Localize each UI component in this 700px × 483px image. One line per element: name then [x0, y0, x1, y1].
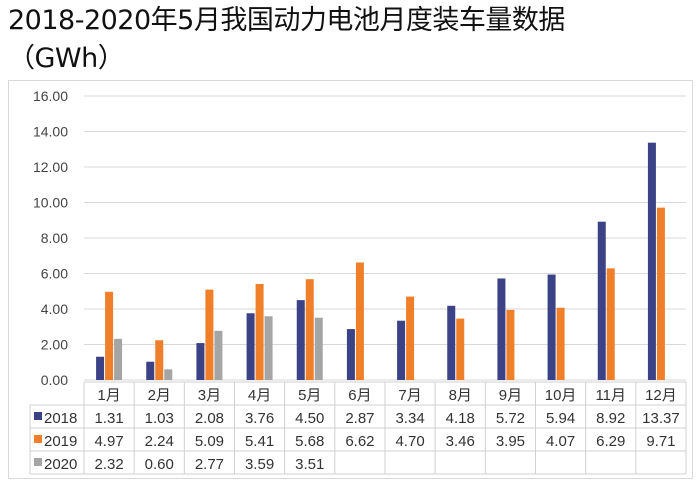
data-label: 2.32 — [94, 456, 123, 473]
bar-2018-3月 — [196, 343, 205, 380]
bar-2018-11月 — [597, 221, 606, 380]
bar-2018-7月 — [397, 320, 406, 380]
x-tick-label: 6月 — [348, 387, 371, 404]
bar-2019-4月 — [255, 283, 264, 380]
legend-marker-2020 — [34, 458, 42, 466]
data-label: 5.09 — [195, 433, 224, 450]
x-tick-label: 1月 — [97, 387, 120, 404]
x-tick-label: 5月 — [298, 387, 321, 404]
data-label: 2.08 — [195, 410, 224, 427]
y-tick-label: 0.00 — [41, 372, 68, 388]
bar-2018-4月 — [246, 313, 255, 380]
data-label: 6.62 — [345, 433, 374, 450]
legend-label-2020: 2020 — [44, 456, 77, 473]
bar-2018-12月 — [647, 142, 656, 380]
bar-2020-5月 — [314, 317, 323, 380]
y-tick-label: 16.00 — [33, 88, 68, 104]
x-tick-label: 10月 — [545, 387, 577, 404]
bar-2019-5月 — [305, 279, 314, 380]
y-tick-label: 6.00 — [41, 266, 68, 282]
data-label: 6.29 — [596, 433, 625, 450]
bar-2018-8月 — [447, 305, 456, 380]
data-label: 2.77 — [195, 456, 224, 473]
legend-marker-2019 — [34, 435, 42, 443]
bar-2019-2月 — [155, 340, 164, 380]
x-tick-label: 2月 — [148, 387, 171, 404]
bar-2019-9月 — [506, 309, 515, 380]
bar-2019-12月 — [656, 207, 665, 380]
legend-label-2019: 2019 — [44, 433, 77, 450]
data-label: 4.97 — [94, 433, 123, 450]
bar-2018-2月 — [146, 361, 155, 380]
data-label: 9.71 — [646, 433, 675, 450]
bar-2020-2月 — [164, 369, 173, 380]
x-tick-label: 7月 — [398, 387, 421, 404]
chart-title: 2018-2020年5月我国动力电池月度装车量数据 （GWh） — [8, 2, 565, 78]
data-label: 3.59 — [245, 456, 274, 473]
y-tick-label: 8.00 — [41, 230, 68, 246]
bar-2020-3月 — [214, 330, 223, 380]
x-tick-label: 11月 — [595, 387, 626, 404]
data-label: 3.46 — [446, 433, 475, 450]
bar-2018-9月 — [497, 278, 506, 380]
data-label: 5.41 — [245, 433, 274, 450]
legend-marker-2018 — [34, 412, 42, 420]
x-tick-label: 9月 — [499, 387, 522, 404]
y-tick-label: 14.00 — [33, 124, 68, 140]
data-label: 0.60 — [145, 456, 174, 473]
bar-2018-10月 — [547, 274, 556, 380]
data-label: 3.51 — [295, 456, 324, 473]
data-label: 1.03 — [145, 410, 174, 427]
x-tick-label: 3月 — [198, 387, 221, 404]
legend-label-2018: 2018 — [44, 410, 77, 427]
bar-2019-1月 — [105, 291, 114, 380]
bar-2018-6月 — [346, 329, 355, 380]
data-label: 1.31 — [94, 410, 123, 427]
data-label: 3.95 — [496, 433, 525, 450]
data-label: 3.34 — [395, 410, 424, 427]
bar-2019-10月 — [556, 307, 565, 380]
y-tick-label: 10.00 — [33, 195, 68, 211]
chart-frame — [8, 80, 693, 479]
data-label: 4.70 — [395, 433, 424, 450]
bar-2019-6月 — [355, 262, 364, 380]
data-label: 3.76 — [245, 410, 274, 427]
x-tick-label: 12月 — [645, 387, 677, 404]
data-label: 2.87 — [345, 410, 374, 427]
bar-2018-1月 — [96, 356, 105, 380]
data-label: 5.94 — [546, 410, 575, 427]
bar-2019-8月 — [456, 318, 465, 380]
x-tick-label: 4月 — [248, 387, 271, 404]
data-label: 4.18 — [446, 410, 475, 427]
title-line-1: 2018-2020年5月我国动力电池月度装车量数据 — [8, 5, 565, 36]
data-label: 2.24 — [145, 433, 174, 450]
y-tick-label: 4.00 — [41, 301, 68, 317]
bar-2020-4月 — [264, 316, 273, 380]
data-label: 13.37 — [642, 410, 680, 427]
y-tick-label: 12.00 — [33, 159, 68, 175]
y-tick-label: 2.00 — [41, 337, 68, 353]
bar-2019-3月 — [205, 289, 214, 380]
title-line-2: （GWh） — [8, 43, 125, 74]
data-label: 4.50 — [295, 410, 324, 427]
bar-2018-5月 — [296, 300, 305, 380]
x-tick-label: 8月 — [449, 387, 472, 404]
bar-2019-7月 — [406, 296, 415, 380]
data-label: 8.92 — [596, 410, 625, 427]
bar-2020-1月 — [114, 338, 123, 380]
data-label: 4.07 — [546, 433, 575, 450]
data-label: 5.72 — [496, 410, 525, 427]
data-label: 5.68 — [295, 433, 324, 450]
bar-2019-11月 — [606, 268, 615, 380]
